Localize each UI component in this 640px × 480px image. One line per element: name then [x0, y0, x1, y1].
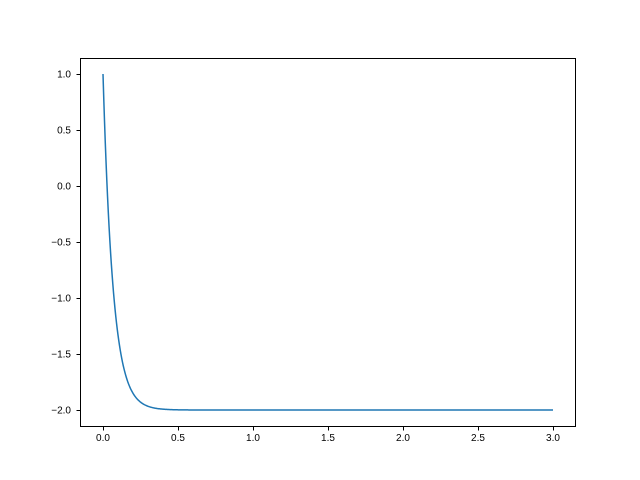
svg-text:0.0: 0.0 [96, 433, 110, 444]
svg-text:3.0: 3.0 [546, 433, 560, 444]
svg-text:1.0: 1.0 [57, 70, 71, 81]
svg-text:2.5: 2.5 [471, 433, 485, 444]
svg-text:0.0: 0.0 [57, 182, 71, 193]
svg-text:1.0: 1.0 [246, 433, 260, 444]
svg-text:0.5: 0.5 [171, 433, 185, 444]
svg-text:1.5: 1.5 [321, 433, 335, 444]
svg-text:−1.0: −1.0 [51, 294, 71, 305]
svg-text:2.0: 2.0 [396, 433, 410, 444]
svg-text:0.5: 0.5 [57, 126, 71, 137]
svg-text:−2.0: −2.0 [51, 406, 71, 417]
svg-text:−1.5: −1.5 [51, 350, 71, 361]
svg-text:−0.5: −0.5 [51, 238, 71, 249]
